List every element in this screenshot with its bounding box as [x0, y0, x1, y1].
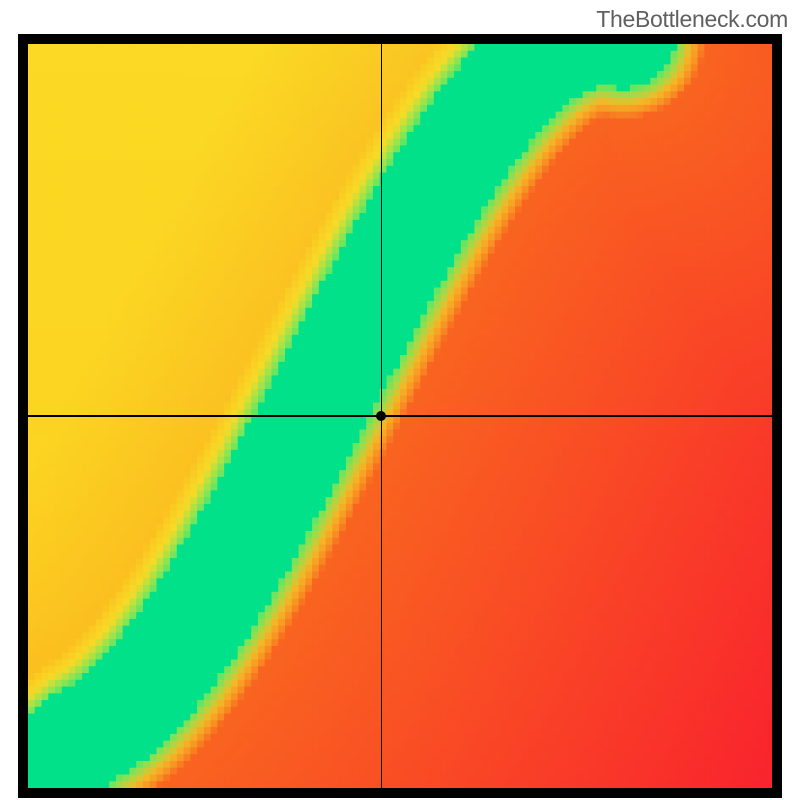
- plot-area: [18, 34, 782, 798]
- attribution-text: TheBottleneck.com: [596, 6, 788, 33]
- crosshair-horizontal: [28, 415, 772, 417]
- crosshair-marker: [376, 411, 386, 421]
